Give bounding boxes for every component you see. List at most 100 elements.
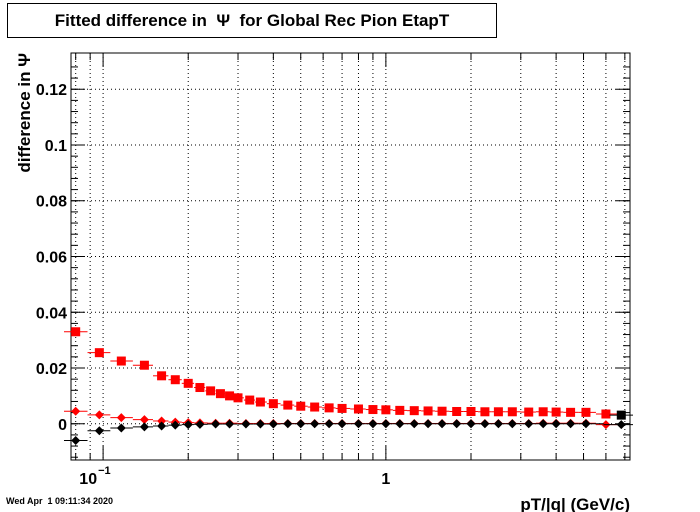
data-point-square	[381, 405, 391, 415]
data-point-diamond	[195, 419, 205, 429]
grid-lines	[71, 53, 630, 460]
data-point-diamond	[337, 419, 347, 429]
data-point-diamond	[507, 419, 517, 429]
data-point-square	[225, 391, 235, 401]
y-tick-label: 0.02	[36, 361, 67, 378]
x-tick-labels: 10 −1 1	[79, 465, 390, 488]
data-point-square	[139, 360, 149, 370]
data-point-square	[566, 407, 576, 417]
data-point-square	[538, 407, 548, 417]
data-point-square	[324, 403, 334, 413]
data-point-square	[616, 410, 626, 420]
data-point-diamond	[324, 419, 334, 429]
timestamp: Wed Apr 1 09:11:34 2020	[6, 496, 114, 506]
data-point-diamond	[296, 419, 306, 429]
data-point-square	[71, 327, 81, 337]
data-point-diamond	[452, 419, 462, 429]
data-point-square	[337, 403, 347, 413]
data-point-diamond	[139, 422, 149, 432]
data-point-diamond	[139, 415, 149, 425]
data-point-diamond	[437, 419, 447, 429]
data-point-diamond	[493, 419, 503, 429]
data-point-square	[206, 386, 216, 396]
data-point-diamond	[353, 419, 363, 429]
data-point-square	[368, 405, 378, 415]
y-tick-label: 0.08	[36, 194, 67, 211]
data-point-square	[524, 407, 534, 417]
data-point-diamond	[183, 420, 193, 430]
data-point-diamond	[94, 410, 104, 420]
data-point-square	[493, 407, 503, 417]
data-point-square	[296, 401, 306, 411]
data-point-diamond	[225, 419, 235, 429]
x-tick-label: 10	[79, 471, 97, 488]
data-point-square	[195, 383, 205, 393]
data-point-diamond	[538, 419, 548, 429]
data-point-square	[581, 407, 591, 417]
axis-ticks	[71, 53, 630, 460]
data-point-square	[423, 406, 433, 416]
data-marks	[63, 327, 633, 445]
data-point-square	[283, 400, 293, 410]
data-point-square	[245, 395, 255, 405]
data-point-diamond	[524, 419, 534, 429]
y-tick-label: 0.1	[45, 138, 67, 155]
data-point-diamond	[368, 419, 378, 429]
data-point-diamond	[409, 419, 419, 429]
data-point-diamond	[381, 419, 391, 429]
x-tick-label-exponent: −1	[98, 465, 111, 477]
chart-title: Fitted difference in Ψ for Global Rec Pi…	[7, 3, 497, 38]
data-point-diamond	[116, 413, 126, 423]
data-point-diamond	[255, 419, 265, 429]
x-tick-label: 1	[381, 471, 390, 488]
data-point-diamond	[566, 419, 576, 429]
data-point-diamond	[283, 419, 293, 429]
data-point-diamond	[241, 419, 251, 429]
data-point-square	[255, 397, 265, 407]
data-point-square	[170, 375, 180, 385]
data-point-diamond	[94, 426, 104, 436]
data-point-square	[116, 356, 126, 366]
y-tick-label: 0.04	[36, 305, 67, 322]
data-point-diamond	[480, 419, 490, 429]
data-point-diamond	[551, 419, 561, 429]
data-point-diamond	[395, 419, 405, 429]
plot-frame	[70, 52, 631, 461]
data-point-square	[94, 348, 104, 358]
data-point-square	[551, 407, 561, 417]
data-point-square	[233, 393, 243, 403]
data-point-diamond	[616, 420, 626, 430]
data-point-square	[395, 405, 405, 415]
y-tick-labels: 0 0.02 0.04 0.06 0.08 0.1 0.12	[36, 82, 67, 434]
data-point-diamond	[466, 419, 476, 429]
data-point-square	[507, 407, 517, 417]
y-tick-label: 0.06	[36, 250, 67, 267]
data-point-diamond	[157, 416, 167, 426]
data-point-diamond	[423, 419, 433, 429]
data-point-square	[353, 404, 363, 414]
data-point-square	[215, 389, 225, 399]
data-point-square	[157, 371, 167, 381]
data-point-diamond	[71, 435, 81, 445]
data-point-square	[268, 399, 278, 409]
data-point-square	[437, 406, 447, 416]
y-tick-label: 0.12	[36, 82, 67, 99]
data-point-diamond	[581, 419, 591, 429]
data-point-diamond	[211, 419, 221, 429]
data-point-diamond	[116, 423, 126, 433]
data-point-square	[310, 402, 320, 412]
x-axis-label: pT/|q| (GeV/c)	[520, 495, 630, 512]
y-axis-label: difference in Ψ	[15, 53, 34, 173]
y-tick-label: 0	[58, 417, 67, 434]
data-point-square	[452, 406, 462, 416]
data-point-square	[601, 409, 611, 419]
data-point-diamond	[310, 419, 320, 429]
data-point-diamond	[268, 419, 278, 429]
data-point-diamond	[157, 421, 167, 431]
data-point-square	[409, 406, 419, 416]
data-point-square	[466, 406, 476, 416]
data-point-diamond	[170, 420, 180, 430]
data-point-diamond	[71, 406, 81, 416]
data-point-square	[480, 407, 490, 417]
